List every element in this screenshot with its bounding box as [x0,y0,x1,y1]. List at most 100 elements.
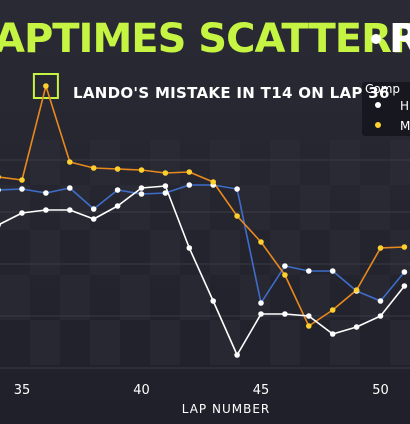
data-point-white [67,207,73,213]
data-point-orange [0,174,1,180]
annotation-highlight-box [32,73,59,99]
data-point-blue [234,186,240,192]
legend-marker-m [375,122,381,128]
chart-title: APTIMES SCATTERPLOT [0,16,410,62]
data-point-white [90,216,97,222]
data-point-orange [329,307,336,313]
texture-cell [360,275,390,320]
legend-marker-h [375,102,381,108]
data-point-orange [377,245,384,251]
data-point-blue [90,206,97,212]
data-point-blue [162,190,169,196]
data-point-white [282,311,288,317]
legend-title: Comp [365,82,400,96]
data-point-orange [90,165,97,171]
texture-cell [30,140,60,185]
texture-cell [300,275,330,320]
data-point-white [138,185,145,191]
data-point-white [329,331,336,337]
data-point-blue [186,182,193,188]
x-axis-label: LAP NUMBER [182,402,271,416]
texture-cell [390,230,410,275]
legend-box [362,82,410,136]
x-tick-label: 35 [14,383,31,398]
texture-cell [150,320,180,365]
title-separator-dot [371,34,381,44]
data-point-orange [210,179,216,185]
data-point-blue [306,268,312,274]
data-point-white [162,183,169,189]
data-point-orange [19,177,25,183]
data-point-blue [19,186,25,192]
texture-cell [390,320,410,365]
data-point-orange [138,167,145,173]
texture-cell [360,185,390,230]
texture-cell [30,320,60,365]
x-tick-label: 50 [372,383,389,398]
data-point-blue [377,298,384,304]
data-point-blue [43,190,49,196]
texture-cell [210,140,240,185]
texture-cell [390,140,410,185]
texture-cell [330,230,360,275]
data-point-orange [67,159,73,165]
texture-cell [90,230,120,275]
series-line-blue [0,184,406,304]
annotation-text: LANDO'S MISTAKE IN T14 ON LAP 36 [73,84,390,102]
texture-cell [270,320,300,365]
texture-cell [180,185,210,230]
data-point-white [186,245,193,251]
data-point-white [306,313,312,319]
data-point-orange [306,323,312,329]
data-point-orange [186,169,193,175]
data-point-white [377,313,384,319]
data-point-orange [353,287,360,293]
x-tick-label: 40 [133,383,150,398]
texture-cell [210,230,240,275]
data-point-blue [282,263,288,269]
data-point-white [19,210,25,216]
x-tick-label: 45 [253,383,270,398]
texture-cell [150,230,180,275]
x-tick-labels: 35 40 45 50 [14,383,389,398]
data-point-blue [329,268,336,274]
data-point-blue [0,187,1,193]
texture-cell [180,275,210,320]
data-point-blue [258,300,264,306]
data-point-white [234,352,240,358]
texture-cell [120,275,150,320]
texture-cell [330,140,360,185]
data-point-white [0,222,1,228]
data-point-orange [234,213,240,219]
data-point-blue [138,191,145,197]
texture-cell [30,230,60,275]
data-point-white [258,311,264,317]
data-point-orange [43,83,49,89]
texture-cell [90,140,120,185]
texture-cell [240,185,270,230]
texture-cell [60,275,90,320]
data-point-orange [401,244,408,250]
series-points [0,83,408,358]
data-point-blue [67,185,73,191]
data-point-blue [401,269,408,275]
legend-entry-m: M [400,119,410,133]
data-point-orange [114,166,121,172]
data-point-white [353,324,360,330]
data-point-white [43,207,49,213]
data-point-white [114,203,121,209]
chart-title-suffix: R [389,16,410,62]
data-point-orange [258,239,264,245]
data-point-white [210,298,216,304]
series-line-orange [0,85,405,327]
texture-cell [90,320,120,365]
data-point-white [401,283,408,289]
texture-cell [0,185,30,230]
data-point-orange [282,272,288,278]
texture-cell [0,275,30,320]
texture-cell [300,185,330,230]
texture-cell [270,140,300,185]
data-point-orange [162,170,169,176]
